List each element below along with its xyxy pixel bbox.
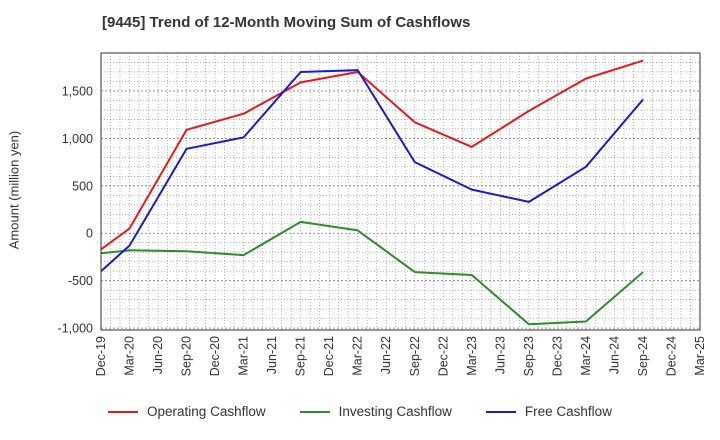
x-tick-label: Sep-20 xyxy=(180,336,194,376)
legend: Operating Cashflow Investing Cashflow Free… xyxy=(0,404,720,419)
grid-lines xyxy=(101,53,700,330)
x-tick-label: Dec-22 xyxy=(436,336,450,376)
x-tick-label: Mar-23 xyxy=(465,336,479,376)
series-lines xyxy=(100,59,644,326)
x-tick-label: Dec-23 xyxy=(550,336,564,376)
y-tick-label: 0 xyxy=(86,227,93,241)
x-tick-label: Jun-22 xyxy=(379,336,393,374)
legend-swatch xyxy=(108,410,139,413)
y-tick-label: 1,500 xyxy=(62,84,93,98)
legend-label: Operating Cashflow xyxy=(147,404,266,419)
x-tick-label: Sep-23 xyxy=(522,336,536,376)
x-tick-labels: Dec-19 Mar-20 Jun-20 Sep-20 Dec-20 Mar-21 Jun-… xyxy=(94,336,707,376)
y-tick-label: 500 xyxy=(72,179,93,193)
y-tick-labels: -1,000 -500 0 500 1,000 1,500 xyxy=(58,84,94,335)
x-tick-label: Jun-21 xyxy=(265,336,279,374)
legend-item: Operating Cashflow xyxy=(108,404,266,419)
x-tick-label: Dec-20 xyxy=(208,336,222,376)
legend-swatch xyxy=(299,410,330,413)
legend-label: Investing Cashflow xyxy=(338,404,452,419)
x-tick-label: Mar-22 xyxy=(351,336,365,376)
legend-swatch xyxy=(485,410,516,413)
x-tick-label: Sep-22 xyxy=(408,336,422,376)
x-tick-label: Jun-23 xyxy=(493,336,507,374)
legend-item: Free Cashflow xyxy=(485,404,612,419)
series-line-2 xyxy=(100,220,644,326)
x-tick-label: Dec-21 xyxy=(322,336,336,376)
x-tick-label: Mar-20 xyxy=(123,336,137,376)
series-line-1 xyxy=(100,59,644,251)
x-tick-label: Dec-19 xyxy=(94,336,108,376)
x-tick-label: Mar-24 xyxy=(579,336,593,376)
x-tick-label: Mar-25 xyxy=(693,336,707,376)
legend-item: Investing Cashflow xyxy=(299,404,452,419)
chart-title: [9445] Trend of 12-Month Moving Sum of C… xyxy=(102,14,471,31)
x-tick-label: Sep-21 xyxy=(294,336,308,376)
legend-label: Free Cashflow xyxy=(524,404,612,419)
y-tick-label: -500 xyxy=(68,274,93,288)
x-tick-label: Sep-24 xyxy=(636,336,650,376)
series-line-3 xyxy=(100,69,644,272)
x-tick-label: Jun-24 xyxy=(607,336,621,374)
y-tick-label: -1,000 xyxy=(58,322,93,336)
x-tick-label: Dec-24 xyxy=(664,336,678,376)
x-tick-label: Jun-20 xyxy=(151,336,165,374)
x-tick-label: Mar-21 xyxy=(237,336,251,376)
plot-frame xyxy=(100,52,701,331)
y-tick-label: 1,000 xyxy=(62,132,93,146)
